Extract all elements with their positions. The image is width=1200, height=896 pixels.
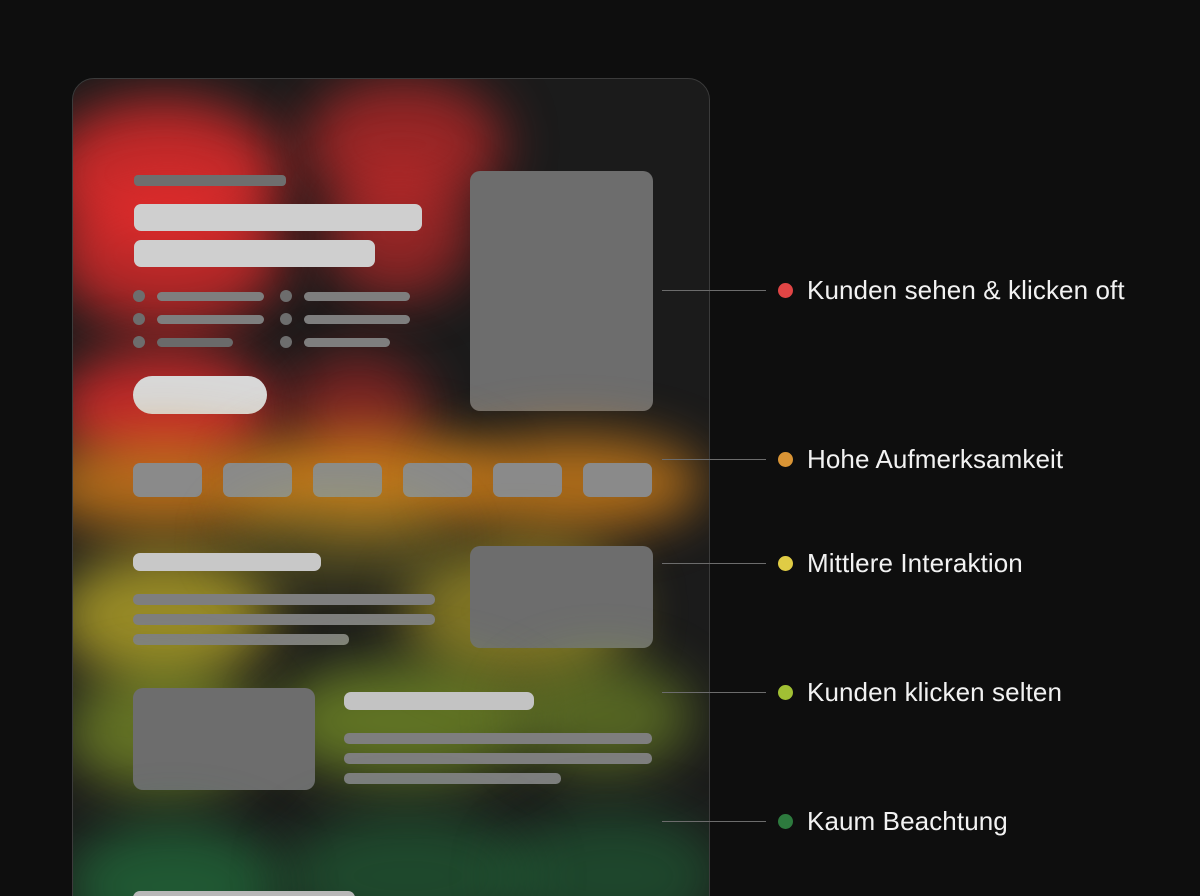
feature-tile[interactable] xyxy=(223,463,292,497)
content-block-image-left xyxy=(73,661,709,801)
bullet-dot xyxy=(280,336,292,348)
bullet-dot xyxy=(133,290,145,302)
legend-item-label: Kunden sehen & klicken oft xyxy=(807,275,1125,305)
legend-item[interactable]: Kunden klicken selten xyxy=(778,677,1062,708)
legend-leader-line xyxy=(662,692,766,693)
footer-section xyxy=(73,801,709,896)
bullet-bar xyxy=(304,315,410,324)
footer-heading-bar xyxy=(133,891,355,896)
bullet-bar xyxy=(304,338,390,347)
legend-item[interactable]: Kunden sehen & klicken oft xyxy=(778,275,1125,306)
legend-item[interactable]: Kaum Beachtung xyxy=(778,806,1008,837)
legend-dot-lime xyxy=(778,685,793,700)
bullet-dot xyxy=(133,313,145,325)
heat-glow-green xyxy=(503,811,709,896)
legend-item-label: Hohe Aufmerksamkeit xyxy=(807,444,1064,474)
feature-tiles-row xyxy=(73,431,709,533)
bullet-dot xyxy=(133,336,145,348)
heat-glow-green xyxy=(73,821,283,896)
legend-dot-green xyxy=(778,814,793,829)
bullet-bar xyxy=(157,315,264,324)
heat-glow-red xyxy=(323,169,473,299)
legend-dot-yellow xyxy=(778,556,793,571)
legend-leader-line xyxy=(662,821,766,822)
legend-leader-line xyxy=(662,290,766,291)
block-image-placeholder xyxy=(133,688,315,790)
legend-dot-orange xyxy=(778,452,793,467)
feature-tile[interactable] xyxy=(133,463,202,497)
hero-image-placeholder xyxy=(470,171,653,411)
legend-item[interactable]: Hohe Aufmerksamkeit xyxy=(778,444,1063,475)
legend-leader-line xyxy=(662,563,766,564)
hero-headline-bar xyxy=(134,240,375,267)
block-heading-bar xyxy=(133,553,321,571)
hero-headline-bar xyxy=(134,204,422,231)
legend-item-label: Mittlere Interaktion xyxy=(807,548,1023,578)
block-heading-bar xyxy=(344,692,534,710)
bullet-bar xyxy=(304,292,410,301)
block-image-placeholder xyxy=(470,546,653,648)
website-mockup-card xyxy=(72,78,710,896)
heat-glow-orange xyxy=(443,435,703,531)
legend-dot-red xyxy=(778,283,793,298)
legend-item-label: Kaum Beachtung xyxy=(807,806,1008,836)
feature-tile[interactable] xyxy=(583,463,652,497)
hero-eyebrow-bar xyxy=(134,175,286,186)
feature-tile[interactable] xyxy=(313,463,382,497)
block-body-line xyxy=(133,634,349,645)
bullet-dot xyxy=(280,290,292,302)
feature-tile[interactable] xyxy=(403,463,472,497)
legend-item-label: Kunden klicken selten xyxy=(807,677,1063,707)
block-body-line xyxy=(133,594,435,605)
heat-glow-green xyxy=(283,811,533,896)
block-body-line xyxy=(133,614,435,625)
content-block-text-left xyxy=(73,491,709,681)
block-body-line xyxy=(344,773,561,784)
legend-leader-line xyxy=(662,459,766,460)
block-body-line xyxy=(344,733,652,744)
hero-cta-button[interactable] xyxy=(133,376,267,414)
bullet-bar xyxy=(157,292,264,301)
block-body-line xyxy=(344,753,652,764)
legend-item[interactable]: Mittlere Interaktion xyxy=(778,548,1023,579)
feature-tile[interactable] xyxy=(493,463,562,497)
bullet-dot xyxy=(280,313,292,325)
bullet-bar xyxy=(157,338,233,347)
